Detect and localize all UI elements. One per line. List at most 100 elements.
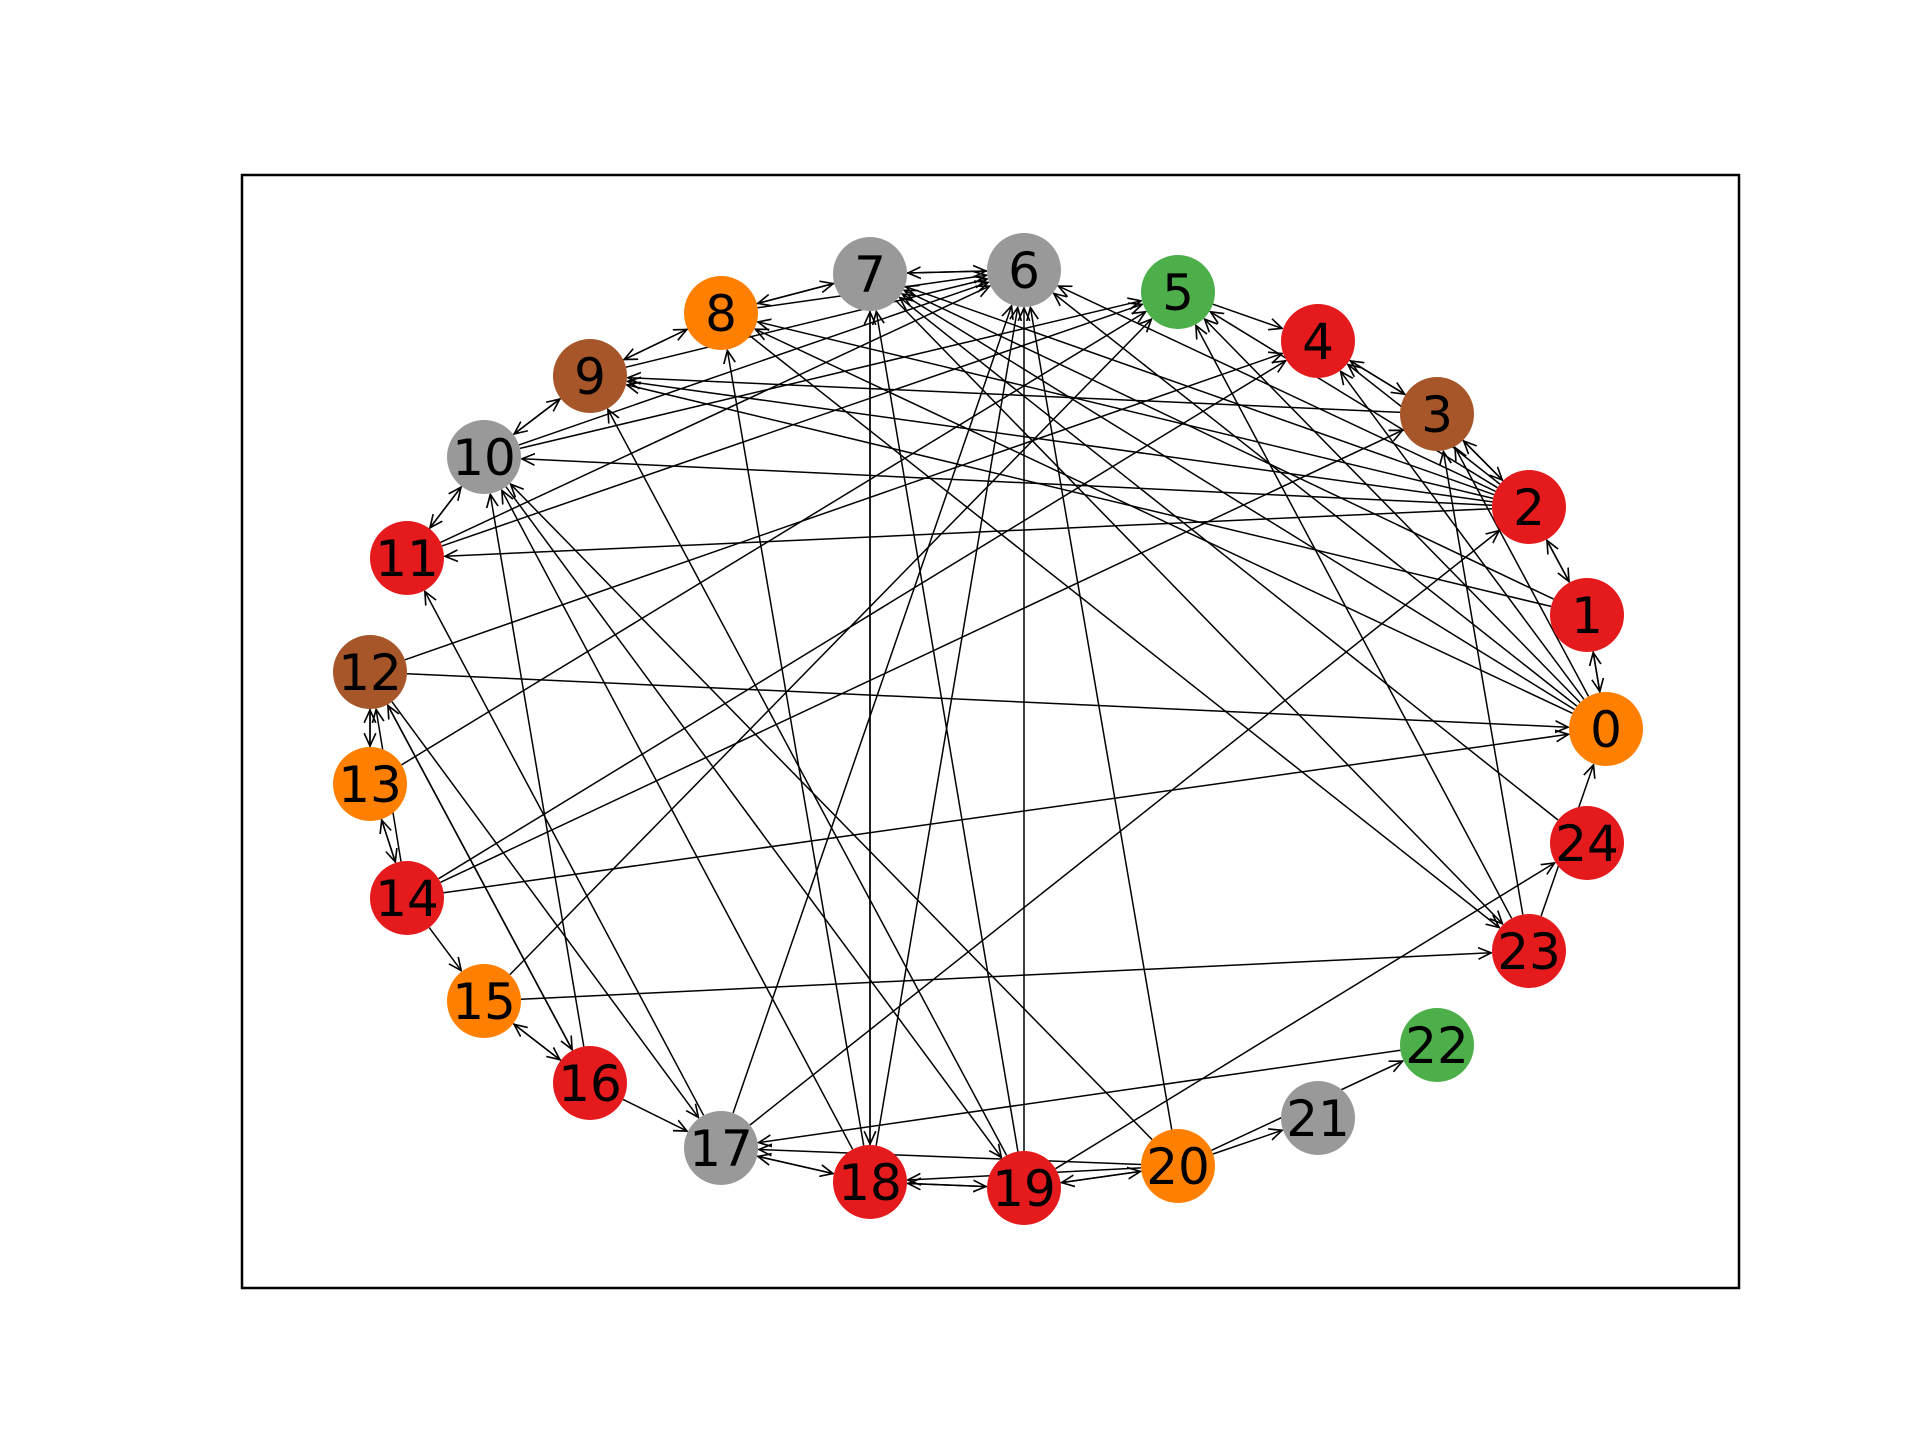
node-17: 17 [684, 1111, 758, 1185]
node-label: 18 [838, 1154, 902, 1212]
node-circle [1141, 1129, 1215, 1203]
node-18: 18 [833, 1145, 907, 1219]
edge-12-to-17 [391, 701, 698, 1118]
edge-5-to-4 [1212, 303, 1282, 328]
node-0: 0 [1569, 692, 1643, 766]
edge-16-to-10 [490, 495, 585, 1047]
edge-20-to-21 [1212, 1130, 1282, 1155]
node-label: 24 [1555, 815, 1619, 873]
node-circle [1492, 914, 1566, 988]
edge-17-to-2 [749, 531, 1499, 1126]
node-6: 6 [987, 233, 1061, 307]
node-circle [553, 339, 627, 413]
node-circle [1281, 1081, 1355, 1155]
node-label: 19 [992, 1160, 1056, 1218]
node-label: 0 [1590, 701, 1622, 759]
edge-11-to-10 [428, 487, 461, 530]
edge-18-to-10 [502, 491, 854, 1150]
node-circle [370, 521, 444, 595]
node-label: 5 [1162, 264, 1194, 322]
edge-7-to-6 [906, 271, 986, 273]
edge-14-to-15 [428, 927, 461, 971]
edge-19-to-24 [1055, 863, 1555, 1170]
node-circle [447, 964, 521, 1038]
node-circle [1400, 1008, 1474, 1082]
edge-17-to-6 [732, 306, 1012, 1114]
node-22: 22 [1400, 1008, 1474, 1082]
node-circle [333, 747, 407, 821]
edge-0-to-7 [902, 294, 1575, 711]
node-label: 1 [1571, 587, 1603, 645]
node-label: 3 [1421, 386, 1453, 444]
edge-0-to-8 [755, 329, 1573, 714]
node-circle [1400, 377, 1474, 451]
edge-20-to-17 [759, 1150, 1142, 1166]
node-label: 15 [452, 973, 516, 1031]
edge-2-to-9 [628, 381, 1493, 503]
edge-24-to-7 [900, 298, 1559, 821]
node-circle [1569, 692, 1643, 766]
edge-20-to-10 [511, 484, 1153, 1141]
edge-15-to-23 [520, 953, 1491, 1000]
node-circle [1141, 255, 1215, 329]
node-label: 2 [1513, 479, 1545, 537]
node-9: 9 [553, 339, 627, 413]
edge-14-to-4 [438, 361, 1286, 880]
edge-11-to-6 [440, 286, 990, 544]
edge-19-to-9 [608, 410, 1008, 1156]
edge-4-to-3 [1349, 359, 1405, 394]
edge-14-to-3 [440, 430, 1403, 883]
edge-13-to-5 [401, 312, 1146, 766]
node-label: 4 [1302, 313, 1334, 371]
node-label: 9 [574, 348, 606, 406]
node-label: 10 [452, 429, 516, 487]
node-20: 20 [1141, 1129, 1215, 1203]
edge-9-to-8 [622, 330, 687, 361]
node-10: 10 [447, 420, 521, 494]
edge-3-to-9 [628, 378, 1401, 414]
edge-18-to-17 [758, 1157, 835, 1175]
node-circle [1550, 578, 1624, 652]
edge-14-to-13 [382, 820, 397, 864]
edge-layer [370, 271, 1600, 1187]
node-1: 1 [1550, 578, 1624, 652]
edge-8-to-7 [756, 284, 833, 305]
node-19: 19 [987, 1151, 1061, 1225]
edge-20-to-6 [1030, 308, 1173, 1130]
edge-0-to-3 [1455, 448, 1590, 697]
node-circle [833, 1145, 907, 1219]
edge-2-to-7 [906, 287, 1495, 496]
node-label: 22 [1405, 1017, 1469, 1075]
edge-10-to-5 [519, 301, 1141, 450]
edge-8-to-23 [749, 335, 1499, 928]
edge-16-to-17 [622, 1098, 687, 1131]
plot-frame [240, 173, 1741, 1290]
edge-9-to-6 [625, 279, 987, 368]
node-label: 11 [375, 530, 439, 588]
edge-23-to-5 [1196, 326, 1513, 919]
node-label: 17 [689, 1120, 753, 1178]
node-circle [1550, 806, 1624, 880]
edge-2-to-10 [522, 459, 1493, 506]
node-circle [987, 1151, 1061, 1225]
node-2: 2 [1492, 470, 1566, 544]
node-16: 16 [553, 1046, 627, 1120]
node-circle [1492, 470, 1566, 544]
node-circle [833, 237, 907, 311]
node-label: 14 [375, 870, 439, 928]
edge-10-to-9 [512, 399, 559, 436]
edge-3-to-2 [1462, 439, 1502, 480]
edge-16-to-15 [514, 1024, 562, 1061]
edge-18-to-8 [727, 351, 865, 1146]
node-label: 20 [1146, 1138, 1210, 1196]
node-13: 13 [333, 747, 407, 821]
node-label: 16 [558, 1055, 622, 1113]
edge-19-to-18 [908, 1184, 988, 1187]
edge-0-to-5 [1205, 319, 1581, 704]
node-label: 7 [854, 246, 886, 304]
edge-10-to-19 [505, 486, 1001, 1158]
node-circle [684, 276, 758, 350]
